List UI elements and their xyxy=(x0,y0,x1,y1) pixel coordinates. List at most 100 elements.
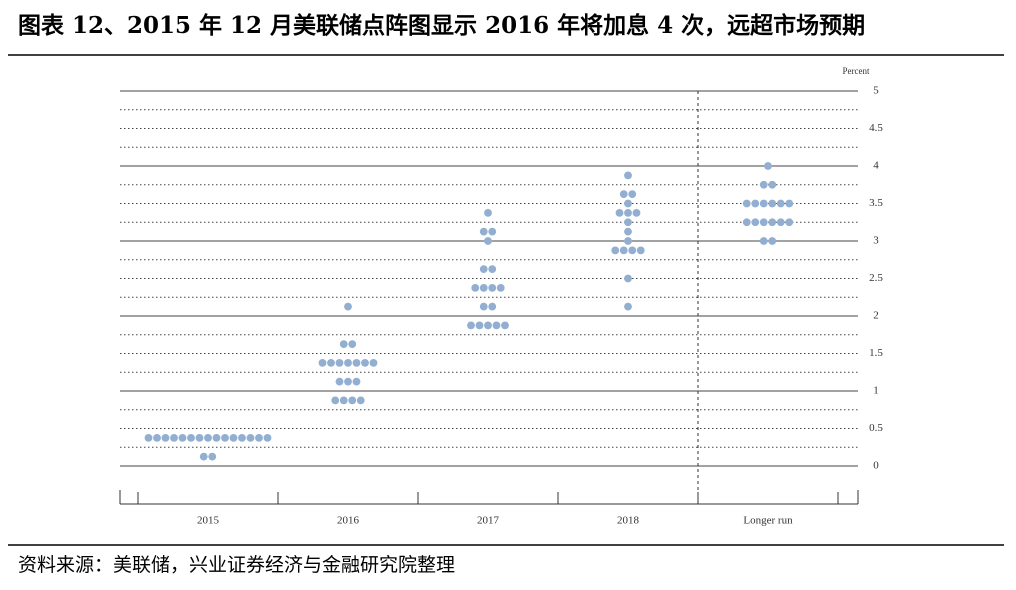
y-axis-label: Percent xyxy=(843,66,870,76)
dot xyxy=(178,433,187,442)
dot xyxy=(615,208,624,217)
dot xyxy=(484,237,492,245)
dot xyxy=(759,199,768,208)
y-tick-label: 2.5 xyxy=(869,272,883,284)
dot xyxy=(475,321,484,330)
dot xyxy=(488,283,497,292)
x-tick-label: 2016 xyxy=(337,515,360,527)
dot xyxy=(327,358,335,367)
x-tick-label: Longer run xyxy=(743,515,793,527)
dot xyxy=(742,199,751,208)
dot xyxy=(624,302,632,311)
dot xyxy=(479,302,488,311)
y-tick-label: 4.5 xyxy=(869,122,883,134)
dot xyxy=(479,283,488,292)
y-tick-label: 0.5 xyxy=(869,422,883,434)
dot xyxy=(348,396,357,405)
dot xyxy=(624,218,632,227)
dot xyxy=(484,321,492,330)
dot xyxy=(335,377,344,386)
dot xyxy=(195,433,204,442)
dot xyxy=(246,433,255,442)
dot xyxy=(611,246,620,255)
dot xyxy=(759,237,768,245)
dot xyxy=(263,433,272,442)
dot xyxy=(785,199,794,208)
dot xyxy=(356,396,365,405)
dot xyxy=(768,237,777,245)
y-tick-label: 0 xyxy=(873,460,879,472)
dot xyxy=(161,433,170,442)
dot xyxy=(624,208,632,217)
dot xyxy=(619,190,628,199)
dot xyxy=(339,396,348,405)
x-tick-label: 2017 xyxy=(477,515,500,527)
dot xyxy=(768,218,777,227)
dot xyxy=(255,433,263,442)
y-tick-label: 1 xyxy=(873,385,879,397)
dot xyxy=(331,396,340,405)
dot xyxy=(628,190,637,199)
dot xyxy=(348,340,357,349)
x-tick-label: 2018 xyxy=(617,515,640,527)
y-tick-label: 2 xyxy=(873,310,879,322)
chart-title: 图表 12、2015 年 12 月美联储点阵图显示 2016 年将加息 4 次，… xyxy=(18,12,865,39)
dot xyxy=(484,208,492,217)
dot xyxy=(632,208,641,217)
dot xyxy=(204,433,212,442)
dot xyxy=(369,358,378,367)
dot xyxy=(479,227,488,236)
dot xyxy=(344,302,352,311)
dot xyxy=(344,377,352,386)
dot xyxy=(619,246,628,255)
dot xyxy=(318,358,327,367)
dot xyxy=(628,246,637,255)
dot xyxy=(153,433,161,442)
dot xyxy=(344,358,352,367)
dot xyxy=(352,377,361,386)
dot xyxy=(751,199,760,208)
source-note: 资料来源：美联储，兴业证券经济与金融研究院整理 xyxy=(18,554,455,576)
dot xyxy=(636,246,645,255)
y-tick-label: 1.5 xyxy=(869,347,883,359)
dot xyxy=(488,265,497,274)
y-tick-label: 4 xyxy=(873,160,879,172)
dot xyxy=(212,433,221,442)
dot xyxy=(759,180,768,189)
dot xyxy=(144,433,153,442)
dot xyxy=(339,340,348,349)
y-tick-label: 3 xyxy=(873,235,879,247)
dot xyxy=(479,265,488,274)
dot xyxy=(361,358,369,367)
dot xyxy=(624,199,632,208)
dot xyxy=(221,433,229,442)
dot xyxy=(624,227,632,236)
dot xyxy=(768,199,777,208)
dot xyxy=(352,358,361,367)
dot xyxy=(467,321,475,330)
dot xyxy=(170,433,178,442)
dot xyxy=(471,283,480,292)
dot xyxy=(751,218,760,227)
dot xyxy=(199,452,208,461)
dot xyxy=(742,218,751,227)
dot xyxy=(759,218,768,227)
dot xyxy=(187,433,195,442)
dot xyxy=(624,237,632,245)
dot xyxy=(764,162,772,170)
dot xyxy=(776,218,785,227)
dot xyxy=(768,180,777,189)
dot xyxy=(501,321,509,330)
y-tick-label: 5 xyxy=(873,85,879,97)
dot xyxy=(785,218,794,227)
dot xyxy=(335,358,344,367)
dot xyxy=(492,321,501,330)
dot xyxy=(229,433,238,442)
y-tick-label: 3.5 xyxy=(869,197,883,209)
dot xyxy=(208,452,217,461)
dot xyxy=(624,274,632,283)
dot xyxy=(776,199,785,208)
dot xyxy=(624,171,632,180)
dot xyxy=(488,227,497,236)
